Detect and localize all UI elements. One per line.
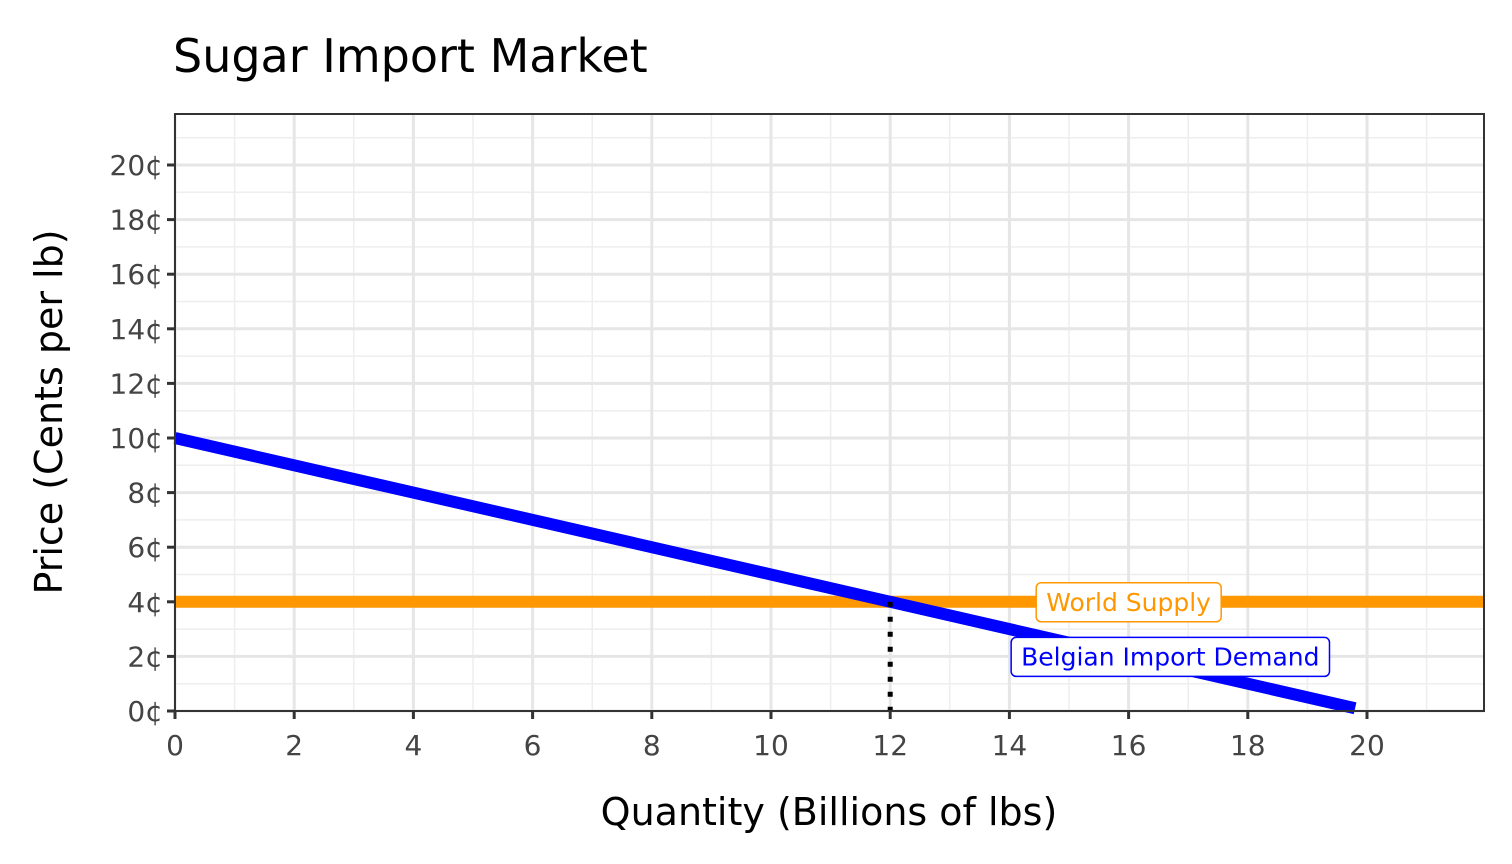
y-tick-label: 4¢ xyxy=(127,586,163,619)
world-supply-label: World Supply xyxy=(1035,582,1222,623)
y-tick-label: 10¢ xyxy=(110,422,163,455)
x-tick-label: 6 xyxy=(524,729,542,762)
x-tick-label: 4 xyxy=(404,729,422,762)
y-tick-label: 14¢ xyxy=(110,313,163,346)
x-tick-label: 8 xyxy=(643,729,661,762)
x-tick-label: 14 xyxy=(992,729,1028,762)
label-box xyxy=(1035,582,1222,623)
y-tick-label: 6¢ xyxy=(127,531,163,564)
axis-ticks: 0 2 4 6 8 10 12 14 16 18 20 0¢ 2¢ 4¢ 6¢ 8¢ 10¢ 12¢ 14¢ 16¢ 1… xyxy=(110,149,1385,762)
grid xyxy=(173,114,1484,713)
label-text: Belgian Import Demand xyxy=(1021,642,1319,671)
x-axis-title: Quantity (Billions of lbs) xyxy=(601,790,1058,834)
label-box xyxy=(1010,636,1331,678)
x-tick-label: 18 xyxy=(1230,729,1266,762)
x-tick-label: 10 xyxy=(753,729,789,762)
x-tick-label: 0 xyxy=(166,729,184,762)
y-tick-label: 2¢ xyxy=(127,640,163,673)
x-tick-label: 20 xyxy=(1349,729,1385,762)
plot-panel-border xyxy=(174,113,1485,712)
label-text: World Supply xyxy=(1046,588,1211,617)
y-tick-label: 12¢ xyxy=(110,367,163,400)
x-tick-label: 2 xyxy=(285,729,303,762)
x-tick-label: 16 xyxy=(1111,729,1147,762)
y-tick-label: 18¢ xyxy=(110,204,163,237)
y-tick-label: 16¢ xyxy=(110,258,163,291)
x-tick-label: 12 xyxy=(872,729,908,762)
curve-labels: Belgian Import Demand World Supply xyxy=(1010,582,1331,678)
belgian-import-demand-label: Belgian Import Demand xyxy=(1010,636,1331,678)
y-tick-label: 8¢ xyxy=(127,477,163,510)
chart-title: Sugar Import Market xyxy=(173,29,648,83)
y-tick-label: 20¢ xyxy=(110,149,163,182)
y-axis-title: Price (Cents per lb) xyxy=(27,229,71,594)
y-tick-label: 0¢ xyxy=(127,695,163,728)
